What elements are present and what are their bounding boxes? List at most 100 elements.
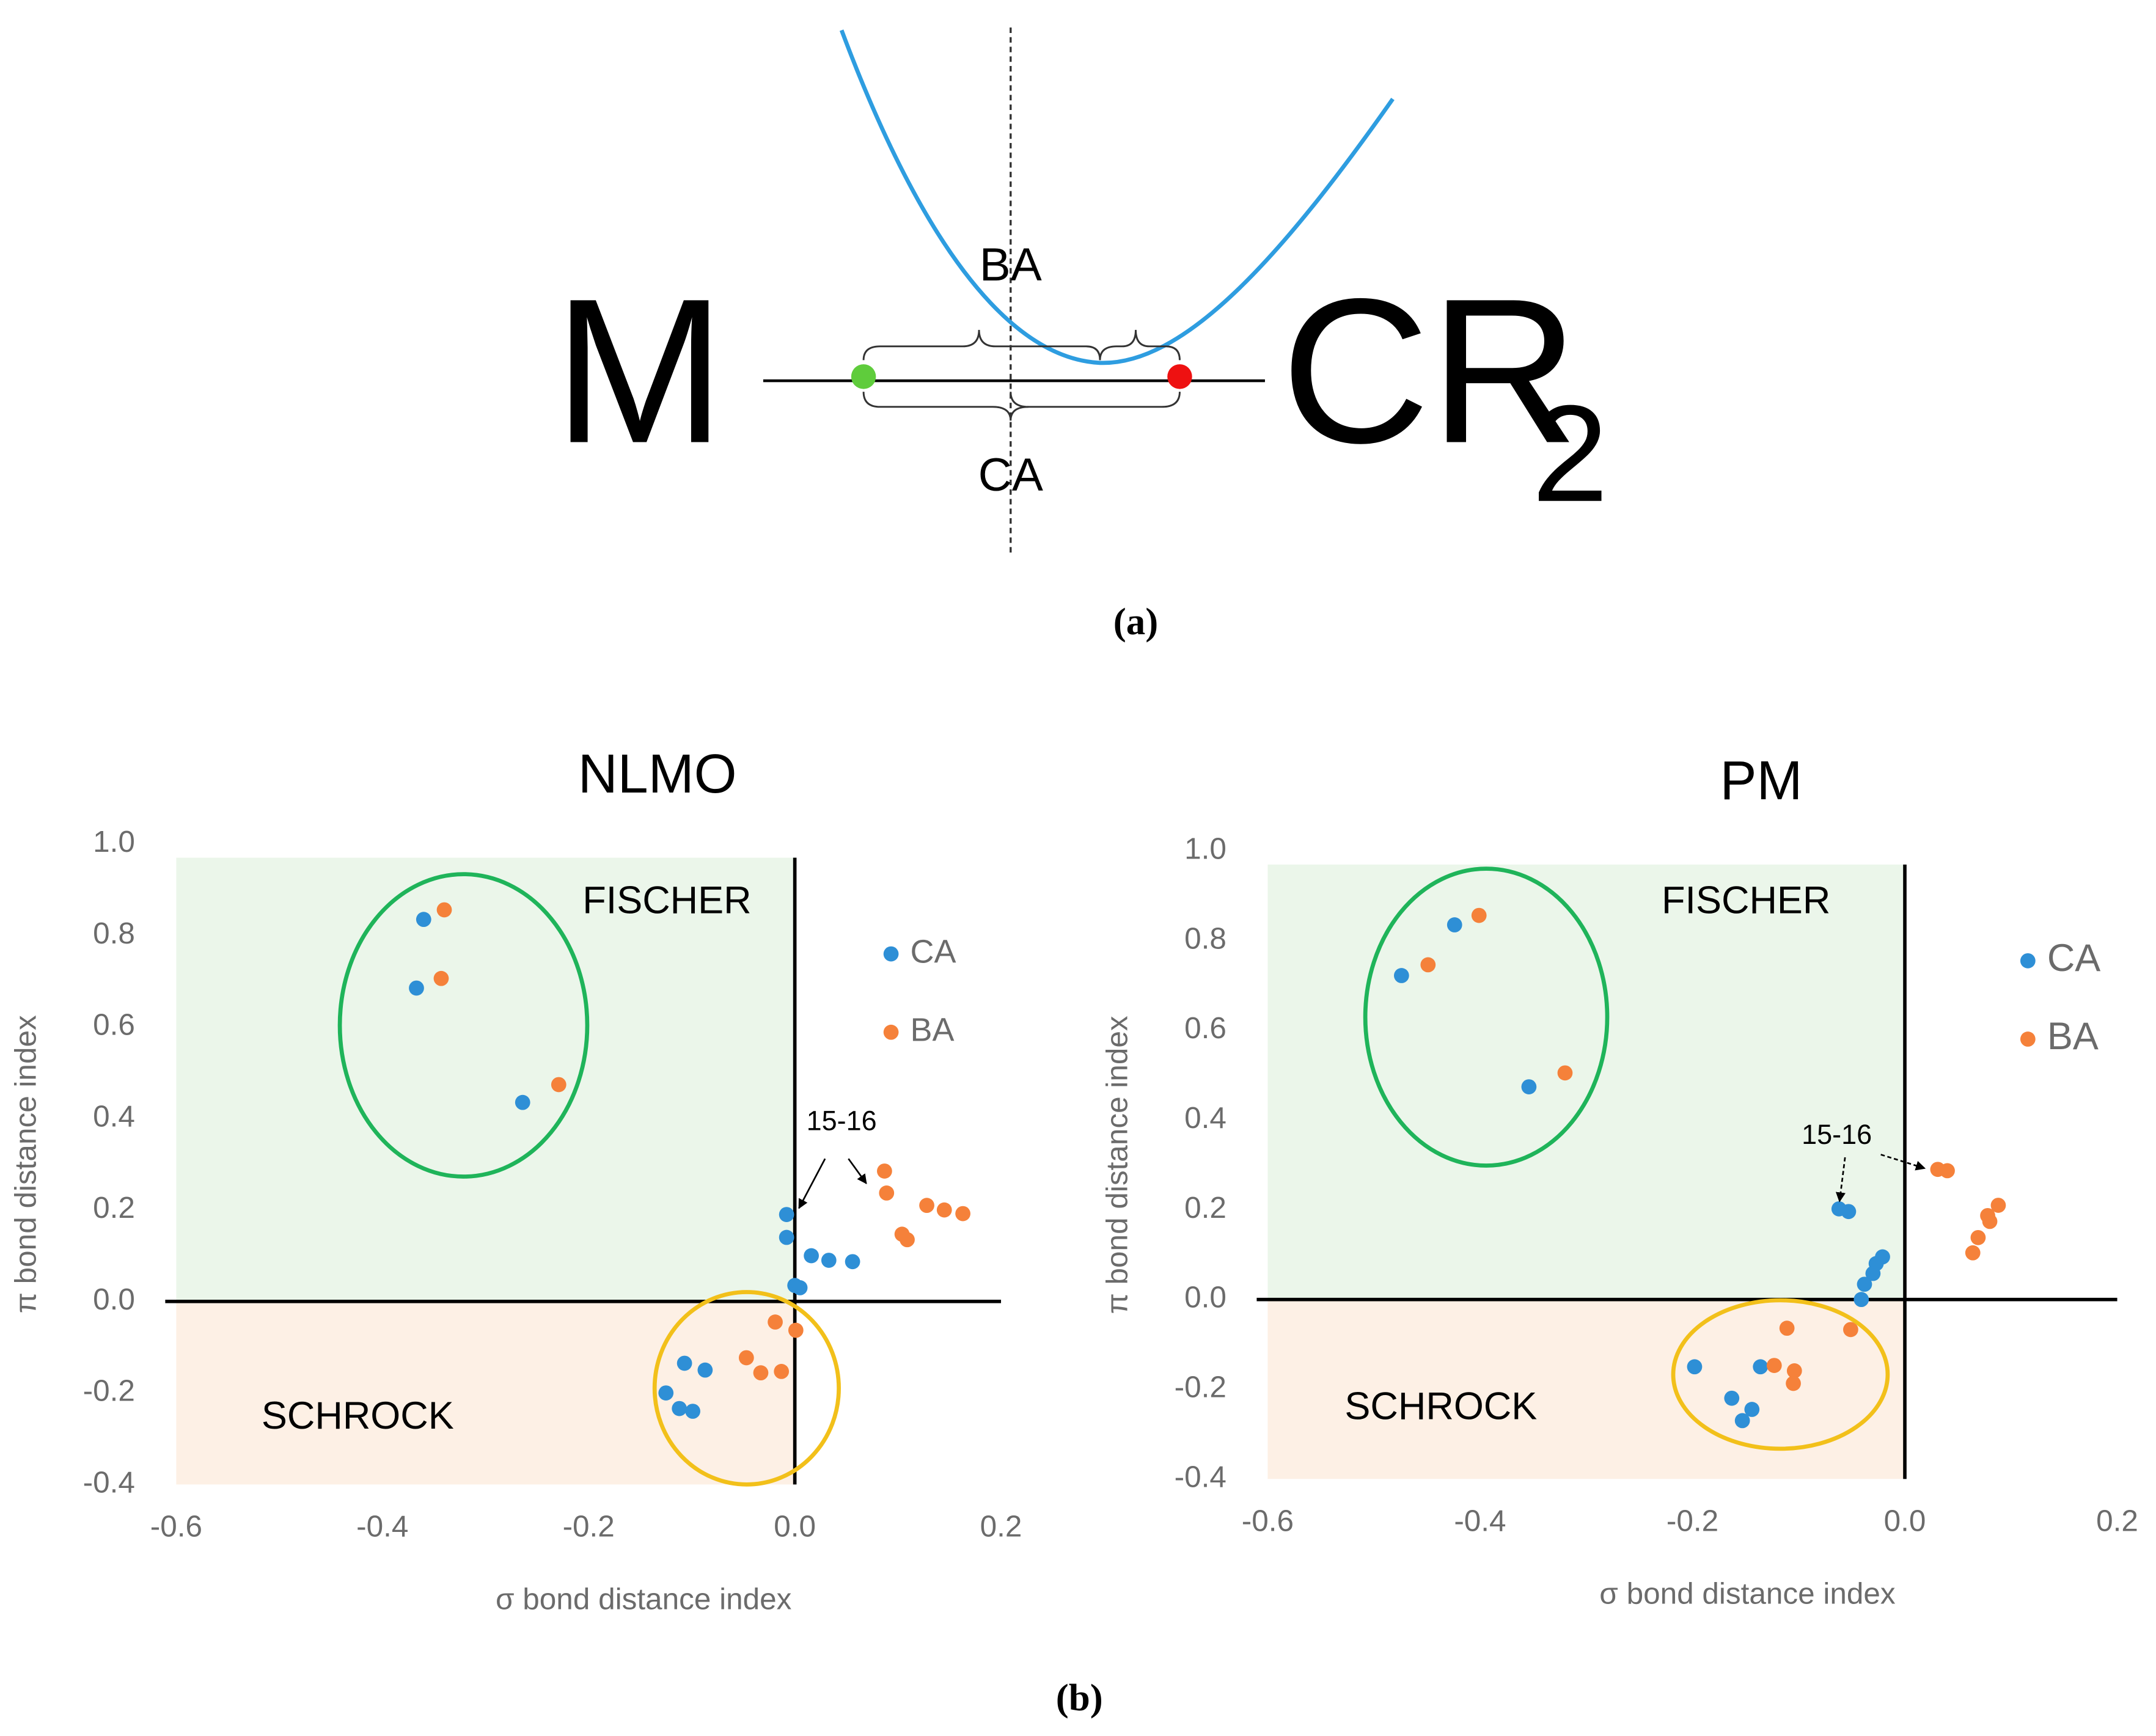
y-tick-label: 0.6 <box>1184 1011 1226 1045</box>
scatter-point <box>955 1206 970 1221</box>
scatter-point <box>768 1314 783 1330</box>
x-tick-label: 0.0 <box>1884 1504 1926 1537</box>
group-ellipse <box>1671 1298 1890 1451</box>
scatter-point <box>1857 1276 1872 1292</box>
scatter-point <box>919 1198 934 1214</box>
metal-label: M <box>554 255 725 486</box>
scatter-point <box>1687 1359 1703 1375</box>
group-ellipse <box>652 1290 841 1487</box>
x-tick-label: 0.2 <box>2096 1504 2138 1537</box>
scatter-point <box>551 1077 566 1093</box>
x-axis-label: σ bond distance index <box>496 1583 792 1616</box>
scatter-point <box>1766 1358 1782 1373</box>
scatter-point <box>1420 957 1436 973</box>
scatter-point <box>936 1202 952 1218</box>
scatter-point <box>879 1185 895 1201</box>
caption: (b) <box>1056 1676 1103 1719</box>
scatter-point <box>788 1322 804 1338</box>
region-label: FISCHER <box>582 879 751 922</box>
chart-title: NLMO <box>578 744 737 805</box>
chart: PM σ bond distance index π bond distance i… <box>1101 750 2138 1610</box>
schrock-region <box>176 1301 795 1485</box>
legend-label: CA <box>2047 937 2100 980</box>
region-label: SCHROCK <box>1344 1385 1537 1427</box>
scatter-point <box>1786 1363 1802 1379</box>
ca-label: CA <box>978 449 1043 501</box>
arrow <box>798 1158 826 1209</box>
annotation: 15-16 <box>1802 1119 1872 1150</box>
carbene-label: CR <box>1281 255 1579 486</box>
legend-label: BA <box>2047 1015 2099 1058</box>
scatter-point <box>416 912 431 928</box>
annotations: FISCHER SCHROCK 15-16 <box>262 872 877 1487</box>
y-tick-label: 0.2 <box>93 1191 135 1225</box>
ba-label: BA <box>980 239 1042 291</box>
scatter-point <box>1779 1320 1795 1336</box>
brace <box>1010 392 1029 408</box>
diagram: M CR 2 BA CA (a) (b) <box>554 27 1608 1719</box>
scatter-point <box>1854 1292 1869 1308</box>
scatter-point <box>658 1385 674 1401</box>
y-tick-label: 0.8 <box>1184 921 1226 955</box>
annotations: FISCHER SCHROCK 15-16 <box>1344 866 1926 1451</box>
y-tick-label: -0.2 <box>83 1374 135 1408</box>
x-tick-label: -0.6 <box>1242 1504 1294 1537</box>
scatter-point <box>753 1365 769 1381</box>
arrow <box>1880 1154 1926 1171</box>
y-tick-label: 1.0 <box>93 825 135 859</box>
y-tick-label: 0.0 <box>1184 1281 1226 1314</box>
annotation: 15-16 <box>807 1105 877 1137</box>
x-axis-label: σ bond distance index <box>1599 1577 1896 1611</box>
scatter-point <box>697 1362 713 1378</box>
x-tick-label: 0.2 <box>980 1509 1022 1543</box>
scatter-point <box>676 1355 692 1371</box>
y-tick-label: 0.8 <box>93 917 135 950</box>
scatter-point <box>845 1254 860 1270</box>
y-tick-label: -0.4 <box>83 1465 135 1499</box>
region-label: FISCHER <box>1662 879 1830 922</box>
scatter-point <box>1841 1204 1857 1220</box>
scatter-point <box>1734 1413 1750 1429</box>
legend-label: CA <box>911 933 956 970</box>
brace <box>862 329 1101 361</box>
scatter-point <box>1744 1402 1760 1417</box>
scatter-point <box>779 1229 794 1245</box>
scatter-point <box>738 1350 754 1366</box>
scatter-point <box>685 1404 700 1419</box>
fischer-region <box>176 857 795 1302</box>
legend-marker <box>883 1024 899 1040</box>
scatter-point <box>792 1280 808 1295</box>
c-atom-dot <box>1167 364 1192 389</box>
x-tick-label: -0.2 <box>1667 1504 1718 1537</box>
scatter-point <box>804 1248 819 1264</box>
scatter-point <box>1786 1375 1801 1391</box>
scatter-point <box>515 1094 530 1110</box>
scatter-point <box>433 970 449 986</box>
x-tick-label: -0.4 <box>356 1509 408 1543</box>
legend-marker <box>2020 953 2036 969</box>
x-tick-label: -0.2 <box>563 1509 615 1543</box>
scatter-point <box>900 1232 915 1248</box>
y-tick-label: 0.2 <box>1184 1191 1226 1225</box>
m-atom-dot <box>851 364 876 389</box>
group-ellipse <box>337 872 590 1179</box>
scatter-point <box>1557 1065 1573 1081</box>
scatter-point <box>774 1364 790 1379</box>
legend-marker <box>2020 1031 2036 1047</box>
brace <box>862 392 1181 421</box>
subscript: 2 <box>1532 376 1608 530</box>
y-tick-label: 0.4 <box>93 1099 135 1133</box>
legend-label: BA <box>911 1012 955 1049</box>
scatter-point <box>1940 1163 1955 1179</box>
scatter-point <box>1447 917 1462 932</box>
arrow <box>1835 1157 1846 1203</box>
scatter-point <box>1724 1390 1740 1406</box>
scatter-point <box>821 1253 837 1268</box>
scatter-point <box>779 1207 794 1222</box>
scatter-point <box>1990 1198 2006 1213</box>
x-tick-label: -0.6 <box>150 1509 202 1543</box>
brace <box>1099 329 1181 361</box>
scatter-point <box>1982 1214 1998 1229</box>
